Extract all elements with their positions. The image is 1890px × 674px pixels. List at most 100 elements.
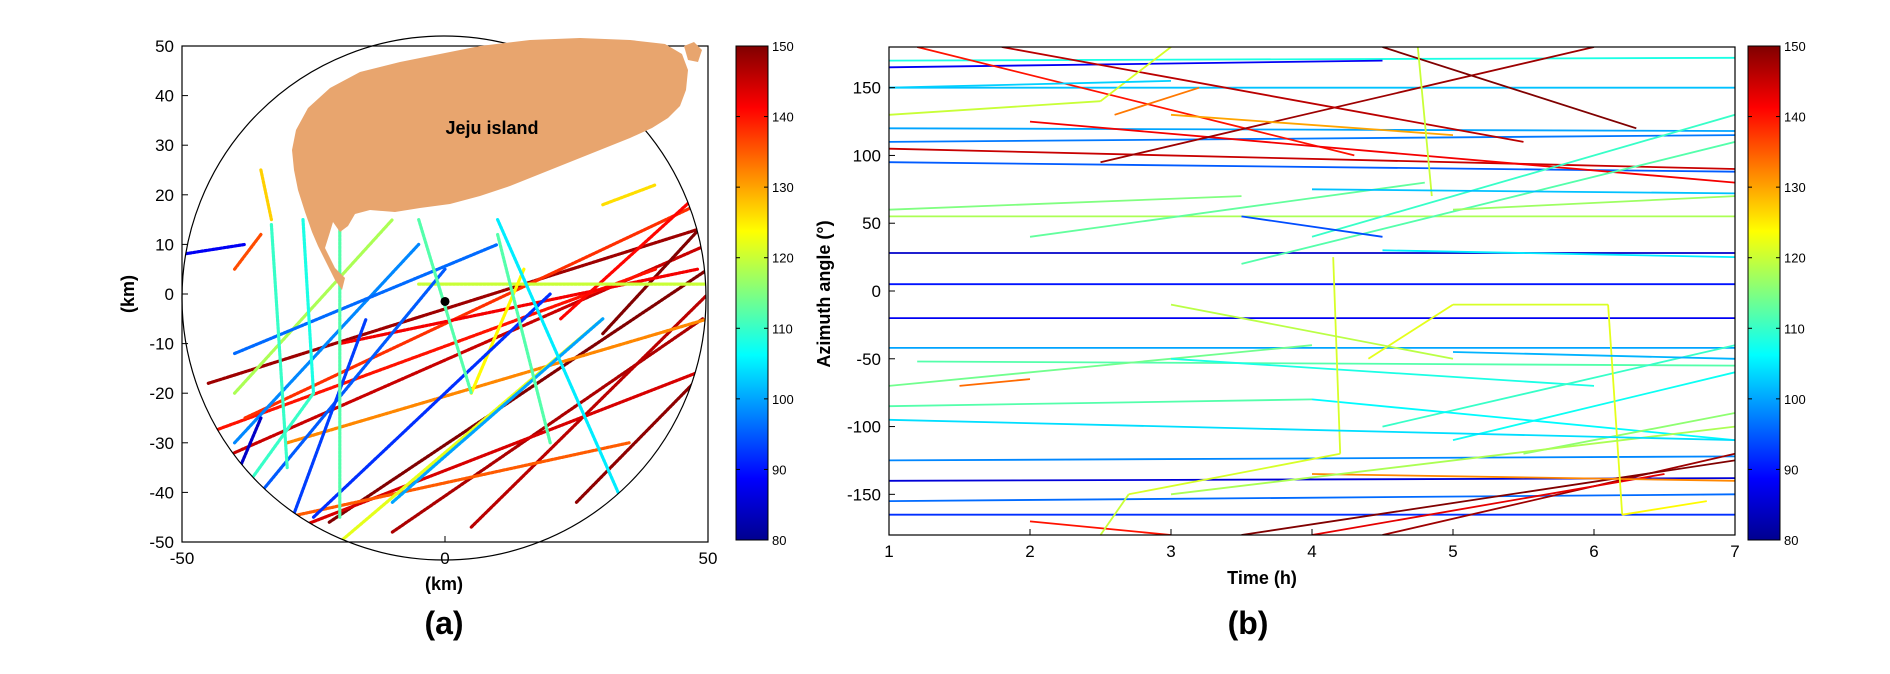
panel-a-y-tick-label: -30	[149, 434, 174, 453]
panel-a-track-25	[301, 218, 316, 395]
panel-b-colorbar-ticks: 150 140 130 120 110 100 90 80	[1748, 39, 1806, 548]
panel-b-y-axis-label: Azimuth angle (°)	[814, 220, 834, 367]
panel-b-s33	[1382, 344, 1735, 428]
panel-b-s9	[889, 127, 1735, 132]
panel-b-s51	[959, 378, 1031, 387]
panel-b-s56	[1452, 351, 1735, 360]
panel-b-s42	[1099, 493, 1130, 535]
panel-a-track-35	[601, 183, 658, 207]
panel-a-track-21	[311, 292, 552, 519]
panel-a-track-18	[233, 218, 394, 395]
panel-a-track-13	[338, 267, 700, 346]
colorbar-tick-label: 140	[1784, 110, 1806, 125]
colorbar-tick-label: 130	[1784, 180, 1806, 195]
panel-b-x-tick-label: 3	[1166, 542, 1175, 561]
colorbar-tick-label: 150	[772, 39, 794, 54]
panel-a-colorbar-gradient	[735, 45, 769, 541]
jeju-island-label: Jeju island	[445, 118, 538, 138]
panel-a-chart: Jeju island -50 0 50 50 40 30 20 10 0 -10 -20 -30 -4…	[118, 35, 717, 641]
panel-b-s41	[1099, 47, 1172, 102]
panel-b-s20	[1100, 47, 1595, 164]
colorbar-tick-label: 80	[1784, 533, 1798, 548]
panel-a-track-10	[285, 441, 631, 519]
colorbar-tick-label: 130	[772, 180, 794, 195]
panel-b-s26	[1029, 520, 1172, 535]
panel-b-s53	[889, 418, 1735, 441]
panel-b-s44	[1332, 257, 1342, 454]
panel-a-x-tick-label: -50	[170, 549, 195, 568]
panel-b-label: (b)	[1228, 605, 1269, 641]
colorbar-tick-label: 100	[772, 392, 794, 407]
panel-b-s43	[1128, 452, 1341, 496]
panel-b-y-tick-label: 100	[853, 146, 881, 165]
panel-b-y-tick-label: 50	[862, 214, 881, 233]
panel-a-track-28	[496, 218, 631, 519]
panel-a-track-27	[269, 223, 289, 470]
panel-b-s17	[889, 147, 1735, 170]
panel-a-tracks	[182, 168, 706, 544]
panel-a-y-tick-label: 40	[155, 87, 174, 106]
colorbar-tick-label: 110	[772, 321, 793, 336]
panel-b-s28	[1170, 113, 1454, 136]
panel-a-x-axis-label: (km)	[425, 574, 463, 594]
panel-b-s6	[889, 493, 1735, 502]
panel-b-ticks: 1 2 3 4 5 6 7 150 100 50 0 -50 -100 -150	[847, 79, 1740, 561]
colorbar-tick-label: 110	[1784, 321, 1805, 336]
panel-b-s21	[1382, 47, 1637, 130]
panel-b-s31	[889, 344, 1313, 387]
panel-b-s47	[1607, 304, 1624, 515]
panel-b-x-tick-label: 5	[1448, 542, 1457, 561]
panel-b-lines	[889, 47, 1735, 535]
panel-b-s30	[1241, 141, 1735, 265]
panel-b-s19	[1029, 120, 1735, 184]
panel-b-x-axis-label: Time (h)	[1227, 568, 1297, 588]
colorbar-tick-label: 120	[772, 251, 794, 266]
panel-b-s38	[1029, 181, 1425, 238]
panel-a-track-16	[469, 267, 526, 395]
panel-a-track-22	[390, 317, 605, 504]
panel-b-s58	[1452, 195, 1735, 211]
panel-b-s57	[889, 80, 1172, 89]
panel-b-s25	[1311, 473, 1665, 535]
panel-b-colorbar: 150 140 130 120 110 100 90 80	[1747, 39, 1806, 548]
panel-a-label: (a)	[424, 605, 463, 641]
panel-b-x-tick-label: 2	[1025, 542, 1034, 561]
panel-b-s54	[1382, 249, 1735, 258]
radar-site-marker	[440, 296, 450, 306]
panel-a-track-32	[417, 218, 473, 395]
panel-b-s29	[1311, 113, 1735, 238]
panel-b-s36	[1311, 398, 1735, 441]
colorbar-tick-label: 100	[1784, 392, 1806, 407]
panel-a-y-tick-label: -40	[149, 483, 174, 502]
panel-b-s49	[1622, 500, 1707, 516]
panel-b-s23	[1382, 452, 1735, 535]
radar-coverage-circle	[181, 35, 707, 561]
panel-a-track-14	[559, 193, 700, 321]
panel-b-y-tick-label: -150	[847, 485, 881, 504]
panel-b-s45	[1367, 303, 1454, 360]
panel-b-s32	[1170, 357, 1595, 387]
panel-b-s22	[1001, 47, 1524, 143]
colorbar-tick-label: 140	[772, 110, 794, 125]
colorbar-tick-label: 120	[1784, 251, 1806, 266]
panel-a-track-7	[574, 366, 706, 504]
panel-b-s40	[889, 100, 1101, 116]
panel-b-x-tick-label: 4	[1307, 542, 1316, 561]
panel-b-colorbar-gradient	[1747, 45, 1781, 541]
panel-a-track-19	[233, 242, 421, 445]
panel-a-y-tick-label: -10	[149, 335, 174, 354]
jeju-islet-shape	[684, 42, 702, 62]
panel-b-y-tick-label: 150	[853, 79, 881, 98]
panel-b-s13	[917, 360, 1735, 367]
panel-a-track-30	[182, 242, 247, 256]
panel-a-track-20	[259, 267, 447, 494]
panel-a-track-34	[259, 168, 273, 222]
panel-a-y-tick-label: -20	[149, 384, 174, 403]
panel-b-s48	[1416, 47, 1433, 197]
panel-b-chart: 1 2 3 4 5 6 7 150 100 50 0 -50 -100 -150 Time (h) Azi…	[814, 46, 1740, 641]
panel-b-x-tick-label: 6	[1589, 542, 1598, 561]
panel-b-s24	[1241, 459, 1735, 535]
panel-a-y-tick-label: 30	[155, 136, 174, 155]
panel-a-y-tick-label: 50	[155, 37, 174, 56]
panel-b-y-tick-label: 0	[872, 282, 881, 301]
